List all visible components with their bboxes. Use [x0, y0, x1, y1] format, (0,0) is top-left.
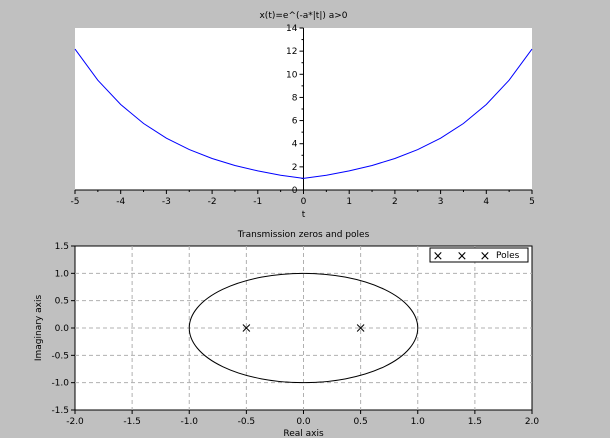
legend-marker: ×	[433, 249, 444, 264]
x-axis-label: t	[302, 210, 306, 220]
x-tick-label: -2.0	[66, 417, 84, 427]
x-tick-label: -1	[253, 197, 262, 207]
unit-circle	[188, 272, 419, 384]
y-tick-label: 6	[292, 117, 298, 127]
x-tick-label: 4	[483, 197, 489, 207]
x-tick-label: 1.0	[411, 417, 426, 427]
y-axis-label: Imaginary axis	[34, 295, 44, 362]
pole-zero-plot: -2.0 -1.5 -1.0 -0.5 0.0 0.5 1.0 1.5 2.0-1.5-1.0-…	[34, 230, 539, 438]
y-tick-label: -1.0	[51, 379, 69, 389]
pole-marker-stroke	[356, 324, 365, 332]
x-tick-label: 0.5	[353, 417, 367, 427]
x-tick-label: 1	[346, 197, 352, 207]
x-tick-label: 0.0	[296, 417, 311, 427]
x-tick-label: -0.5	[238, 417, 256, 427]
y-tick-label: 0	[292, 186, 298, 196]
x-tick-label: 2	[392, 197, 398, 207]
y-tick-label: 1.5	[55, 242, 69, 252]
signal-curve	[74, 48, 533, 179]
y-tick-label: 2	[292, 163, 298, 173]
legend-marker: ×	[457, 249, 468, 264]
y-tick-label: 1.0	[55, 269, 70, 279]
y-tick-label: -1.5	[51, 406, 69, 416]
chart-title: x(t)=e^(-a*|t|) a>0	[259, 11, 347, 21]
chart-title: Transmission zeros and poles	[237, 230, 370, 240]
x-tick-label: 2.0	[525, 417, 540, 427]
legend: × × × Poles	[429, 247, 529, 264]
y-tick-label: 0.5	[55, 297, 69, 307]
y-tick-label: 10	[286, 70, 298, 80]
x-tick-label: -5	[71, 197, 80, 207]
y-tick-label: 8	[292, 93, 298, 103]
pole-marker	[356, 324, 365, 332]
x-tick-label: -1.5	[123, 417, 141, 427]
y-tick-label: 4	[292, 140, 298, 150]
y-tick-label: -0.5	[51, 351, 69, 361]
x-tick-label: -3	[162, 197, 171, 207]
legend-box	[429, 247, 529, 263]
legend-marker: ×	[480, 249, 491, 264]
legend-label: Poles	[496, 251, 520, 261]
y-tick-label: 12	[286, 47, 297, 57]
x-tick-label: 1.5	[468, 417, 482, 427]
x-tick-label: 5	[529, 197, 535, 207]
x-axis-label: Real axis	[283, 429, 324, 438]
x-tick-label: -4	[116, 197, 125, 207]
x-tick-label: 3	[438, 197, 444, 207]
x-tick-label: -1.0	[180, 417, 198, 427]
pole-marker	[242, 324, 251, 332]
y-tick-label: 0.0	[55, 324, 70, 334]
pole-marker-stroke	[242, 324, 251, 332]
y-tick-label: 14	[286, 24, 298, 34]
x-tick-label: 0	[301, 197, 307, 207]
x-tick-label: -2	[208, 197, 217, 207]
